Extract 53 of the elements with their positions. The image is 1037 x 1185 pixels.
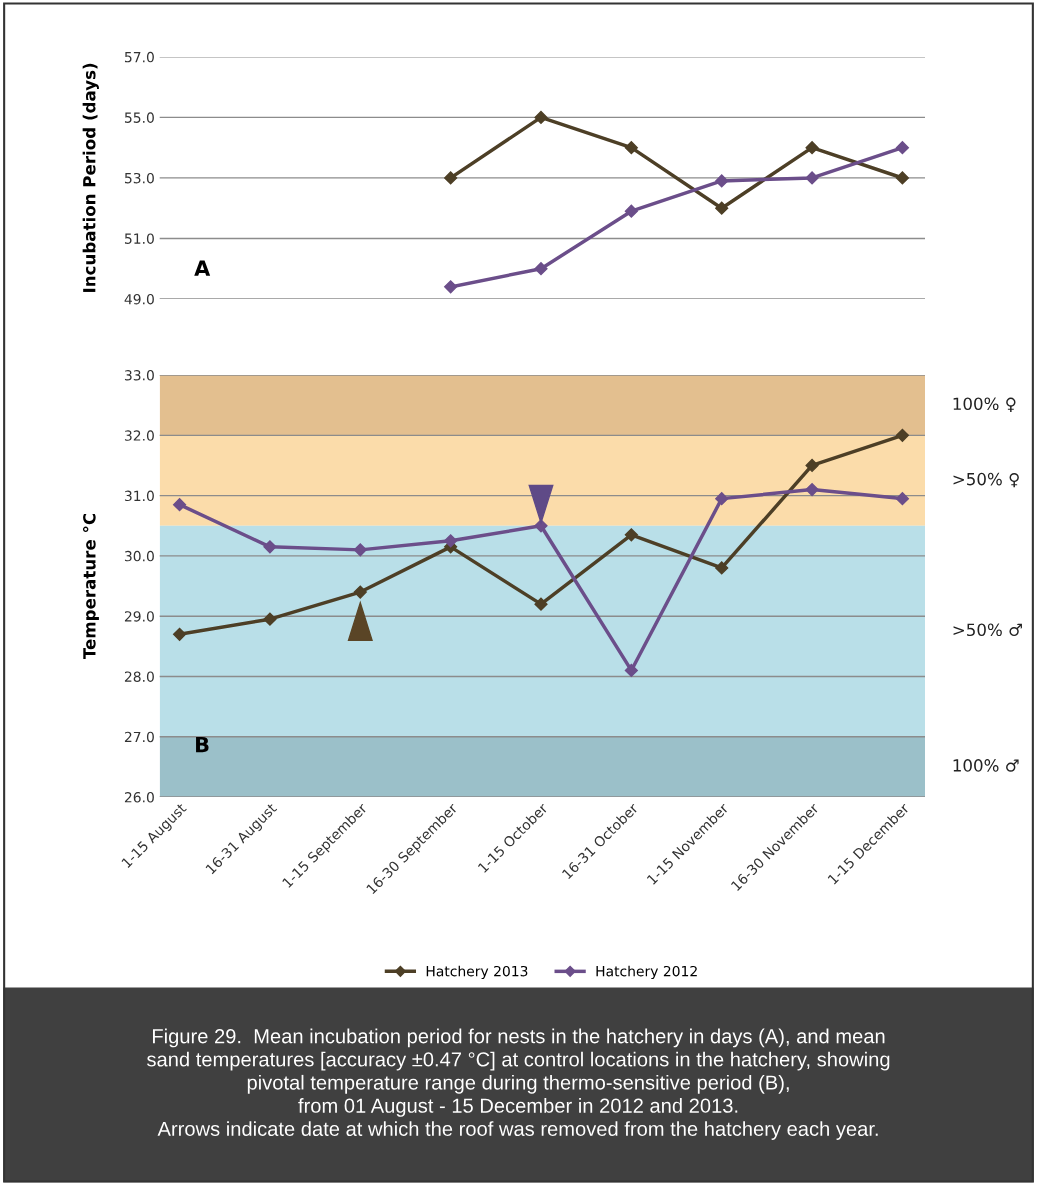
point <box>353 543 367 557</box>
annotation: B <box>196 736 209 753</box>
point <box>353 585 367 599</box>
point <box>715 174 729 188</box>
point <box>895 428 910 442</box>
point <box>805 483 819 497</box>
band-label: 100% ♀ <box>953 397 1016 412</box>
legend-label: Hatchery 2013 <box>426 965 528 980</box>
y-tick-label: 26.0 <box>124 792 154 803</box>
legend-label: Hatchery 2012 <box>596 965 697 980</box>
point <box>624 663 638 678</box>
caption: Figure 29. Mean incubation period for nests in the hatchery in days (A), and mean sand temperatures [accuracy ±0.47 °C] at control locations in the hatchery, showing pivotal temperature range during thermo-sensitive period (B), from 01 August - 15 December in 2012 and 2013. Arrows indicate date at which the roof was removed from the hatchery each year. <box>147 1028 890 1140</box>
point <box>805 141 819 155</box>
point <box>172 627 187 641</box>
point <box>805 171 819 185</box>
point <box>534 262 548 276</box>
point <box>263 540 277 554</box>
point <box>624 528 638 542</box>
y-tick-label: 28.0 <box>124 671 154 682</box>
y-tick-label: 30.0 <box>124 550 154 562</box>
annotation: A <box>194 260 211 276</box>
point <box>534 519 548 533</box>
point <box>172 498 187 512</box>
point <box>534 597 548 611</box>
y-tick-label: 31.0 <box>124 490 154 502</box>
y-tick-label: 57.0 <box>124 51 154 63</box>
y-tick-label: 27.0 <box>124 731 154 743</box>
y-tick-label: 49.0 <box>124 293 154 305</box>
band-label: >50% ♂ <box>953 623 1022 637</box>
y-tick-label: 51.0 <box>124 233 154 244</box>
point <box>444 280 458 294</box>
y-axis-title: Temperature °C <box>82 513 99 660</box>
point <box>715 561 729 575</box>
point <box>895 141 910 155</box>
y-tick-label: 55.0 <box>124 112 154 123</box>
y-tick-label: 29.0 <box>124 611 154 622</box>
y-tick-label: 32.0 <box>124 430 154 441</box>
point <box>263 612 277 626</box>
point <box>715 492 729 506</box>
point <box>624 141 638 155</box>
point <box>624 204 638 218</box>
point <box>895 492 910 506</box>
point <box>715 201 729 215</box>
point <box>895 171 910 185</box>
y-tick-label: 53.0 <box>124 172 154 184</box>
point <box>444 534 458 548</box>
point <box>534 110 548 124</box>
point <box>805 458 819 473</box>
point <box>444 171 458 185</box>
band-label: 100% ♂ <box>953 759 1019 772</box>
y-tick-label: 33.0 <box>124 370 154 381</box>
band-label: >50% ♀ <box>953 472 1019 488</box>
y-axis-title: Incubation Period (days) <box>82 63 99 292</box>
